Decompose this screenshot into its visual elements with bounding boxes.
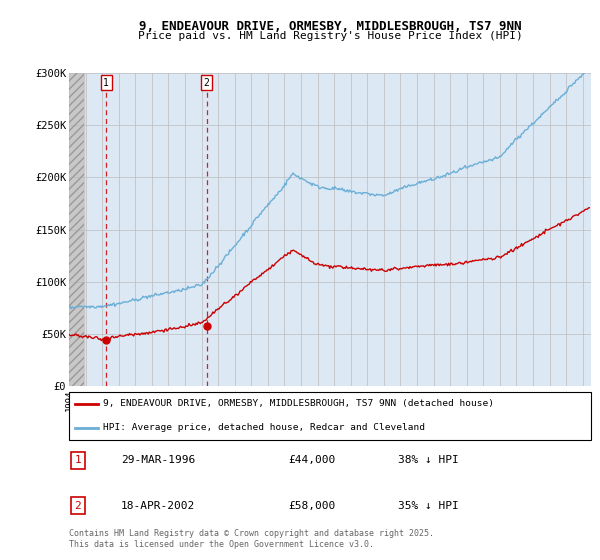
Text: 35% ↓ HPI: 35% ↓ HPI — [398, 501, 458, 511]
Text: 29-MAR-1996: 29-MAR-1996 — [121, 455, 196, 465]
Text: 9, ENDEAVOUR DRIVE, ORMESBY, MIDDLESBROUGH, TS7 9NN (detached house): 9, ENDEAVOUR DRIVE, ORMESBY, MIDDLESBROU… — [103, 399, 494, 408]
Text: Price paid vs. HM Land Registry's House Price Index (HPI): Price paid vs. HM Land Registry's House … — [137, 31, 523, 41]
Bar — [98, 73, 215, 386]
Text: 9, ENDEAVOUR DRIVE, ORMESBY, MIDDLESBROUGH, TS7 9NN: 9, ENDEAVOUR DRIVE, ORMESBY, MIDDLESBROU… — [139, 20, 521, 32]
Text: 2: 2 — [74, 501, 81, 511]
Text: HPI: Average price, detached house, Redcar and Cleveland: HPI: Average price, detached house, Redc… — [103, 423, 425, 432]
Text: £44,000: £44,000 — [288, 455, 335, 465]
Text: 2: 2 — [203, 77, 209, 87]
Bar — [69, 73, 84, 386]
Text: 38% ↓ HPI: 38% ↓ HPI — [398, 455, 458, 465]
Text: 18-APR-2002: 18-APR-2002 — [121, 501, 196, 511]
Bar — [69, 73, 84, 386]
Text: £58,000: £58,000 — [288, 501, 335, 511]
Text: 1: 1 — [74, 455, 81, 465]
FancyBboxPatch shape — [69, 392, 591, 440]
Text: Contains HM Land Registry data © Crown copyright and database right 2025.
This d: Contains HM Land Registry data © Crown c… — [69, 529, 434, 549]
Text: 1: 1 — [103, 77, 109, 87]
